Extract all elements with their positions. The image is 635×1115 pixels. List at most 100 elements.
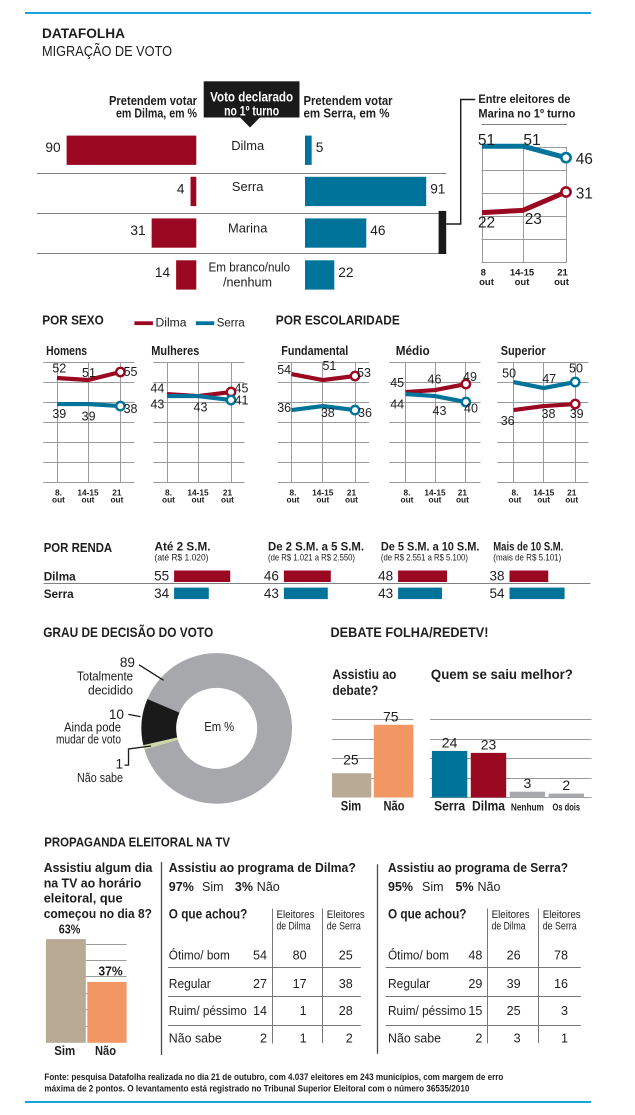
svg-text:out: out (565, 495, 578, 505)
svg-text:38: 38 (489, 569, 504, 584)
svg-text:91: 91 (430, 181, 445, 196)
svg-text:Dilma: Dilma (231, 138, 265, 153)
svg-text:Regular: Regular (169, 977, 211, 991)
svg-text:out: out (456, 495, 469, 505)
svg-text:out: out (110, 495, 123, 505)
svg-text:8.: 8. (165, 487, 172, 497)
svg-text:Serra: Serra (232, 179, 264, 194)
svg-text:(de R$ 2.551 a R$ 5.100): (de R$ 2.551 a R$ 5.100) (381, 552, 468, 562)
svg-text:36: 36 (358, 406, 372, 420)
svg-text:48: 48 (468, 949, 482, 963)
svg-text:out: out (401, 495, 414, 505)
svg-text:14-15: 14-15 (510, 268, 535, 279)
svg-text:47: 47 (542, 372, 556, 386)
svg-text:24: 24 (442, 734, 458, 750)
svg-text:43: 43 (378, 586, 393, 601)
svg-text:8.: 8. (404, 487, 411, 497)
svg-text:Assistiu ao programa de Dilma?: Assistiu ao programa de Dilma? (169, 860, 356, 875)
svg-text:21: 21 (458, 487, 468, 497)
svg-text:43: 43 (433, 404, 447, 418)
svg-text:Sim: Sim (341, 799, 362, 814)
svg-text:14-15: 14-15 (312, 487, 334, 497)
svg-text:Quem se saiu melhor?: Quem se saiu melhor? (431, 667, 573, 682)
svg-text:Não: Não (384, 799, 405, 814)
svg-text:8: 8 (481, 268, 486, 279)
svg-text:2: 2 (562, 777, 570, 793)
svg-text:(até R$ 1.020): (até R$ 1.020) (155, 552, 209, 562)
svg-text:out: out (52, 495, 65, 505)
svg-text:máxima de 2 pontos. O levantam: máxima de 2 pontos. O levantamento está … (44, 1083, 469, 1093)
svg-text:21: 21 (223, 487, 233, 497)
svg-text:out: out (537, 495, 550, 505)
svg-text:1: 1 (300, 1004, 307, 1018)
svg-text:46: 46 (370, 223, 386, 238)
svg-text:80: 80 (293, 949, 307, 963)
svg-text:/nenhum: /nenhum (223, 274, 272, 289)
svg-text:Eleitores: Eleitores (492, 909, 531, 921)
svg-text:Dilma: Dilma (44, 570, 76, 584)
svg-text:de Serra: de Serra (543, 920, 577, 932)
svg-text:de Dilma: de Dilma (492, 920, 526, 932)
svg-text:out: out (316, 495, 329, 505)
svg-text:out: out (162, 495, 175, 505)
svg-text:89: 89 (120, 655, 135, 670)
svg-text:POR SEXO: POR SEXO (42, 313, 104, 328)
svg-text:1: 1 (115, 756, 123, 771)
svg-text:54: 54 (489, 586, 505, 601)
svg-text:39: 39 (52, 407, 66, 421)
svg-text:Superior: Superior (501, 344, 546, 358)
svg-text:54: 54 (277, 363, 291, 377)
svg-text:começou no dia 8?: começou no dia 8? (44, 906, 152, 921)
svg-text:Ótimo/ bom: Ótimo/ bom (169, 948, 230, 963)
svg-text:51: 51 (82, 366, 96, 380)
svg-text:51: 51 (322, 359, 336, 373)
svg-text:41: 41 (235, 394, 249, 408)
svg-text:37%: 37% (98, 964, 123, 979)
svg-text:(mais de R$ 5.101): (mais de R$ 5.101) (493, 552, 561, 562)
svg-text:48: 48 (378, 569, 393, 584)
svg-text:52: 52 (52, 362, 66, 376)
svg-text:46: 46 (576, 151, 593, 168)
svg-text:Ruim/ péssimo: Ruim/ péssimo (169, 1004, 247, 1018)
svg-text:no 1º turno: no 1º turno (224, 103, 279, 118)
svg-text:out: out (554, 277, 570, 288)
svg-text:5: 5 (316, 140, 324, 155)
svg-text:em Dilma, em %: em Dilma, em % (116, 106, 198, 121)
svg-text:O que achou?: O que achou? (388, 907, 467, 922)
svg-text:78: 78 (554, 949, 568, 963)
svg-text:23: 23 (481, 736, 497, 752)
svg-text:out: out (509, 495, 522, 505)
svg-text:97%: 97% (169, 880, 194, 894)
svg-text:25: 25 (339, 949, 353, 963)
svg-text:51: 51 (478, 132, 495, 149)
svg-text:out: out (287, 495, 300, 505)
svg-text:26: 26 (507, 949, 521, 963)
svg-text:Marina: Marina (228, 221, 268, 236)
svg-text:Não sabe: Não sabe (169, 1031, 222, 1045)
svg-text:46: 46 (428, 373, 442, 387)
svg-text:Não: Não (95, 1043, 116, 1058)
svg-text:29: 29 (468, 977, 482, 991)
svg-text:36: 36 (501, 414, 515, 428)
svg-text:Ainda pode: Ainda pode (64, 720, 121, 735)
svg-text:POR RENDA: POR RENDA (44, 540, 113, 555)
svg-text:Dilma: Dilma (472, 799, 505, 814)
svg-text:90: 90 (45, 140, 61, 155)
svg-text:5%: 5% (456, 880, 474, 894)
svg-text:28: 28 (339, 1004, 353, 1018)
svg-text:39: 39 (507, 977, 521, 991)
svg-text:O que achou?: O que achou? (169, 907, 248, 922)
svg-text:(de R$ 1.021 a R$ 2.550): (de R$ 1.021 a R$ 2.550) (268, 552, 355, 562)
svg-text:Ruim/ péssimo: Ruim/ péssimo (388, 1004, 466, 1018)
svg-text:34: 34 (154, 586, 170, 601)
svg-text:Médio: Médio (396, 344, 430, 358)
svg-text:Fundamental: Fundamental (281, 344, 348, 358)
svg-text:53: 53 (357, 366, 371, 380)
svg-text:Dilma: Dilma (156, 315, 187, 329)
svg-text:27: 27 (253, 977, 267, 991)
svg-text:Assistiu ao programa de Serra?: Assistiu ao programa de Serra? (388, 860, 568, 875)
svg-text:out: out (345, 495, 358, 505)
svg-text:50: 50 (502, 367, 516, 381)
svg-text:1: 1 (561, 1031, 568, 1045)
svg-text:14-15: 14-15 (77, 487, 99, 497)
